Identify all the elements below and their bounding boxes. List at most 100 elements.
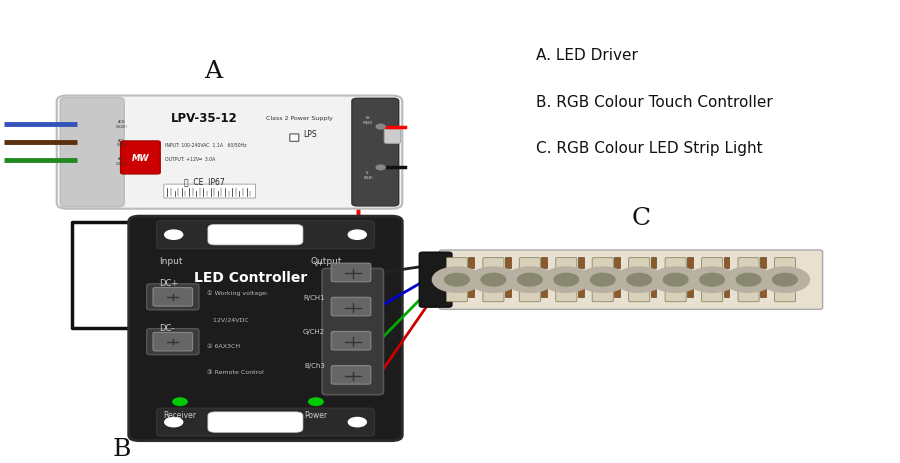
- Text: INPUT: 100-240VAC  1.1A   60/50Hz: INPUT: 100-240VAC 1.1A 60/50Hz: [165, 142, 247, 147]
- Bar: [651, 272, 656, 282]
- Text: C. RGB Colour LED Strip Light: C. RGB Colour LED Strip Light: [536, 141, 762, 156]
- Circle shape: [518, 274, 542, 287]
- Bar: [505, 272, 510, 282]
- FancyBboxPatch shape: [164, 185, 256, 199]
- FancyBboxPatch shape: [665, 258, 686, 302]
- Circle shape: [173, 398, 187, 406]
- FancyBboxPatch shape: [384, 130, 400, 144]
- Text: B: B: [112, 437, 130, 460]
- Bar: [505, 257, 510, 268]
- FancyBboxPatch shape: [153, 332, 193, 351]
- Text: Power: Power: [304, 410, 328, 419]
- Text: DC-: DC-: [159, 323, 175, 332]
- Circle shape: [482, 274, 506, 287]
- Circle shape: [445, 274, 469, 287]
- Text: C: C: [631, 206, 651, 229]
- FancyBboxPatch shape: [774, 258, 796, 302]
- Circle shape: [469, 268, 518, 293]
- Text: Receiver: Receiver: [164, 410, 196, 419]
- Bar: [651, 286, 656, 297]
- Text: Class 2 Power Supply: Class 2 Power Supply: [266, 116, 332, 121]
- Bar: [760, 286, 766, 297]
- FancyBboxPatch shape: [57, 96, 402, 209]
- FancyBboxPatch shape: [157, 408, 374, 436]
- Text: LPS: LPS: [303, 130, 317, 139]
- Text: DC+: DC+: [159, 278, 178, 288]
- Bar: [614, 257, 620, 268]
- Bar: [614, 272, 620, 282]
- FancyBboxPatch shape: [322, 269, 383, 395]
- FancyBboxPatch shape: [208, 412, 303, 432]
- Text: Output: Output: [310, 256, 342, 265]
- Bar: [468, 286, 474, 297]
- FancyBboxPatch shape: [738, 258, 759, 302]
- FancyBboxPatch shape: [439, 250, 823, 310]
- FancyBboxPatch shape: [556, 258, 577, 302]
- Text: ① Working voltage:: ① Working voltage:: [207, 290, 268, 295]
- Text: B/Ch3: B/Ch3: [304, 363, 325, 369]
- FancyBboxPatch shape: [592, 258, 613, 302]
- Circle shape: [627, 274, 652, 287]
- Circle shape: [376, 166, 385, 170]
- Circle shape: [590, 274, 615, 287]
- Bar: [687, 272, 693, 282]
- Bar: [760, 257, 766, 268]
- Circle shape: [165, 418, 183, 427]
- Bar: [687, 257, 693, 268]
- Text: LED Controller: LED Controller: [194, 270, 307, 285]
- Circle shape: [432, 268, 482, 293]
- FancyBboxPatch shape: [419, 253, 452, 307]
- Text: ACL
(BRN): ACL (BRN): [116, 138, 127, 147]
- FancyBboxPatch shape: [446, 258, 467, 302]
- Circle shape: [309, 398, 323, 406]
- FancyBboxPatch shape: [121, 142, 160, 175]
- Bar: [505, 286, 510, 297]
- Circle shape: [348, 418, 366, 427]
- Circle shape: [578, 268, 627, 293]
- FancyBboxPatch shape: [702, 258, 723, 302]
- FancyBboxPatch shape: [352, 99, 399, 206]
- Bar: [541, 257, 547, 268]
- Bar: [724, 286, 729, 297]
- FancyBboxPatch shape: [331, 298, 371, 316]
- Text: V+
(RED): V+ (RED): [363, 116, 374, 125]
- FancyBboxPatch shape: [208, 225, 303, 245]
- Circle shape: [688, 268, 737, 293]
- Bar: [687, 286, 693, 297]
- Bar: [468, 272, 474, 282]
- FancyBboxPatch shape: [147, 329, 199, 355]
- Bar: [578, 272, 583, 282]
- FancyBboxPatch shape: [157, 221, 374, 249]
- FancyBboxPatch shape: [482, 258, 504, 302]
- Bar: [541, 286, 547, 297]
- Text: V+: V+: [314, 260, 325, 266]
- Circle shape: [724, 268, 773, 293]
- FancyBboxPatch shape: [519, 258, 540, 302]
- Text: LPV-35-12: LPV-35-12: [171, 112, 238, 125]
- Text: MW: MW: [131, 153, 149, 163]
- Circle shape: [760, 268, 810, 293]
- Text: Input: Input: [159, 256, 183, 265]
- FancyBboxPatch shape: [60, 98, 124, 207]
- Text: G/CH2: G/CH2: [302, 328, 325, 334]
- FancyBboxPatch shape: [331, 263, 371, 282]
- Circle shape: [554, 274, 579, 287]
- FancyBboxPatch shape: [628, 258, 650, 302]
- Bar: [541, 272, 547, 282]
- Circle shape: [165, 231, 183, 240]
- Circle shape: [700, 274, 725, 287]
- Bar: [578, 286, 583, 297]
- Circle shape: [615, 268, 664, 293]
- Text: V-
(BLK): V- (BLK): [364, 171, 373, 180]
- Circle shape: [773, 274, 797, 287]
- Text: ③ Remote Control: ③ Remote Control: [207, 369, 264, 374]
- FancyBboxPatch shape: [147, 284, 199, 310]
- Circle shape: [505, 268, 554, 293]
- Bar: [468, 257, 474, 268]
- Text: ACN
(BLUE): ACN (BLUE): [115, 120, 128, 129]
- Bar: [760, 272, 766, 282]
- Bar: [614, 286, 620, 297]
- Bar: [578, 257, 583, 268]
- Text: A: A: [204, 60, 222, 83]
- Text: A. LED Driver: A. LED Driver: [536, 48, 637, 63]
